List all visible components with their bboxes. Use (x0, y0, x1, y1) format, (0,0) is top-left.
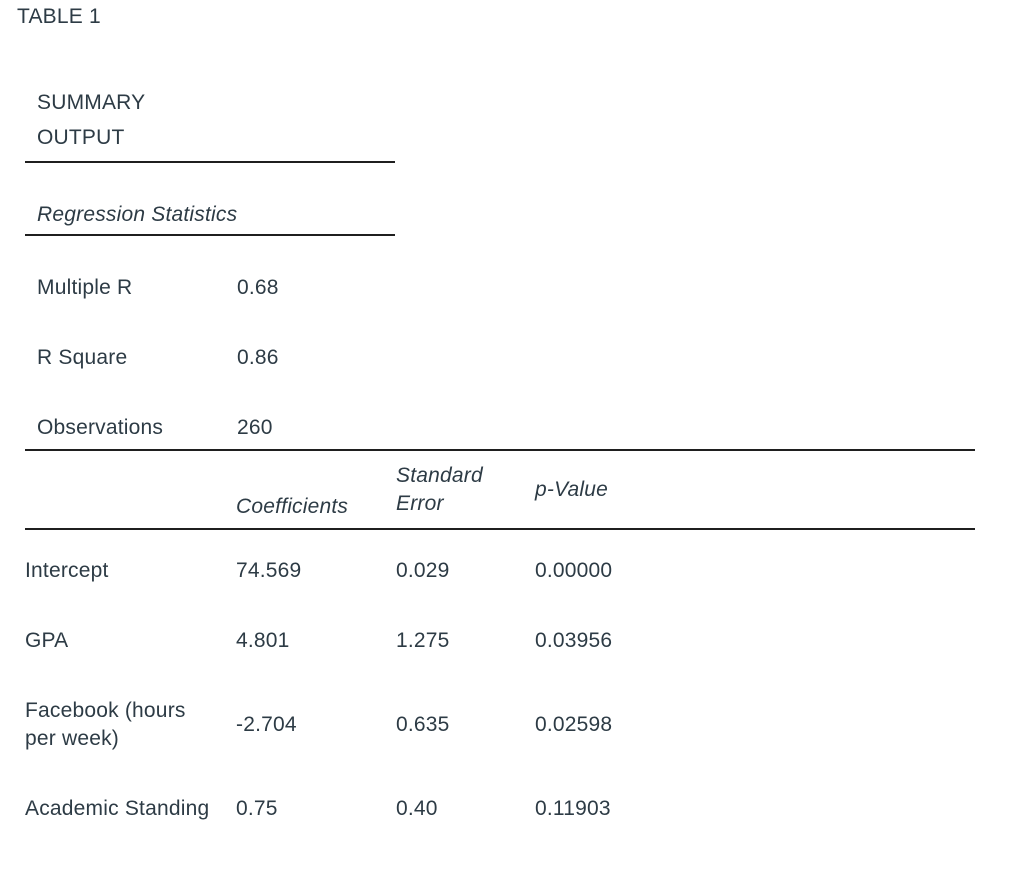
stat-value: 0.86 (237, 346, 279, 369)
p-value: 0.03956 (535, 629, 613, 652)
column-header-coefficients: Coefficients (236, 450, 396, 530)
standard-error-value: 0.40 (396, 797, 438, 820)
p-value: 0.00000 (535, 559, 613, 582)
row-label: Intercept (25, 559, 109, 582)
p-value: 0.11903 (535, 797, 611, 820)
regression-statistics-header: Regression Statistics (25, 162, 395, 236)
regression-statistics-row: Regression Statistics (25, 162, 395, 236)
coefficient-value: -2.704 (236, 713, 297, 736)
coefficient-value: 74.569 (236, 559, 302, 582)
stat-label: Multiple R (37, 276, 133, 299)
row-label: Facebook (hours per week) (25, 699, 186, 750)
table-row-intercept: Intercept 74.569 0.029 0.00000 (25, 529, 975, 600)
coefficient-value: 4.801 (236, 629, 290, 652)
table-row-facebook: Facebook (hours per week) -2.704 0.635 0… (25, 670, 975, 768)
standard-error-value: 0.635 (396, 713, 450, 736)
row-label: Academic Standing (25, 797, 210, 820)
stat-value: 0.68 (237, 276, 279, 299)
column-header-standard-error: Standard Error (396, 450, 535, 530)
p-value: 0.02598 (535, 713, 613, 736)
table-row-gpa: GPA 4.801 1.275 0.03956 (25, 600, 975, 670)
empty-header-cell (25, 450, 236, 530)
row-label: GPA (25, 629, 69, 652)
coefficients-header-row: Coefficients Standard Error p-Value (25, 450, 975, 530)
stat-label: R Square (37, 346, 128, 369)
stat-row-observations: Observations 260 (25, 376, 395, 446)
table-row-academic-standing: Academic Standing 0.75 0.40 0.11903 (25, 768, 975, 838)
coefficients-table: Coefficients Standard Error p-Value Inte… (25, 449, 975, 838)
summary-title-row: SUMMARY OUTPUT (25, 81, 395, 163)
standard-error-value: 0.029 (396, 559, 450, 582)
coefficient-value: 0.75 (236, 797, 278, 820)
stat-row-r-square: R Square 0.86 (25, 306, 395, 376)
summary-output-table: SUMMARY OUTPUT Regression Statistics Mul… (25, 81, 395, 446)
stat-label: Observations (37, 416, 164, 439)
stat-row-multiple-r: Multiple R 0.68 (25, 235, 395, 306)
table-caption: TABLE 1 (17, 5, 101, 28)
stat-value: 260 (237, 416, 273, 439)
column-header-p-value: p-Value (535, 450, 975, 530)
summary-output-title: SUMMARY OUTPUT (37, 91, 145, 149)
standard-error-value: 1.275 (396, 629, 450, 652)
